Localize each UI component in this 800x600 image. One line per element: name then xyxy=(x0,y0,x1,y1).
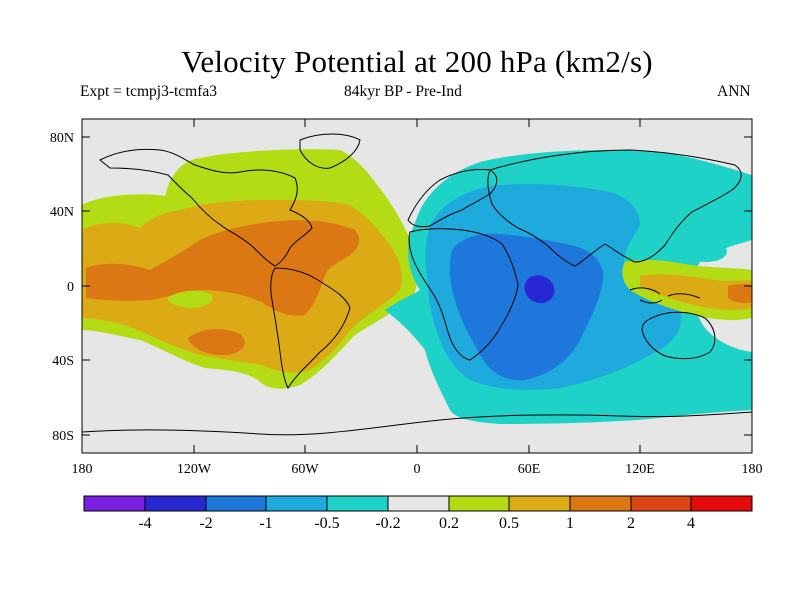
colorbar: -4 -2 -1 -0.5 -0.2 0.2 0.5 1 2 4 xyxy=(83,495,753,532)
lat-label-40s: 40S xyxy=(52,354,74,369)
coast-south-america xyxy=(270,267,351,390)
colorbar-label-8: 2 xyxy=(627,515,635,532)
colorbar-swatch-10 xyxy=(690,495,753,512)
colorbar-swatch-2 xyxy=(205,495,267,512)
lat-label-40n: 40N xyxy=(50,205,74,220)
colorbar-label-0: -4 xyxy=(138,515,151,532)
colorbar-swatch-0 xyxy=(83,495,146,512)
colorbar-swatch-1 xyxy=(144,495,207,512)
lon-label-120w: 120W xyxy=(177,462,212,477)
colorbar-swatch-7 xyxy=(508,495,571,512)
colorbar-label-5: 0.2 xyxy=(439,515,459,532)
lon-label-120e: 120E xyxy=(625,462,655,477)
lon-label-180w: 180 xyxy=(72,462,93,477)
colorbar-label-9: 4 xyxy=(687,515,695,532)
colorbar-label-2: -1 xyxy=(259,515,272,532)
coast-indonesia xyxy=(629,287,701,304)
colorbar-label-3: -0.5 xyxy=(314,515,339,532)
contour-pos-0p2-hole xyxy=(168,290,213,308)
colorbar-swatch-6 xyxy=(448,495,510,512)
contour-neg-0p2-pacific xyxy=(690,244,727,262)
colorbar-label-4: -0.2 xyxy=(375,515,400,532)
colorbar-swatch-4 xyxy=(326,495,389,512)
contour-neg-4 xyxy=(524,275,555,304)
lat-label-0: 0 xyxy=(67,280,74,295)
colorbar-swatch-3 xyxy=(265,495,328,512)
plot-title: Velocity Potential at 200 hPa (km2/s) xyxy=(181,44,653,79)
coast-europe xyxy=(407,169,498,228)
contour-field xyxy=(82,119,752,453)
coast-australia xyxy=(641,311,716,360)
colorbar-swatch-9 xyxy=(630,495,692,512)
lat-label-80s: 80S xyxy=(52,429,74,444)
colorbar-label-1: -2 xyxy=(199,515,212,532)
contour-pos-1 xyxy=(86,220,360,316)
colorbar-label-6: 0.5 xyxy=(499,515,519,532)
lat-label-80n: 80N xyxy=(50,131,74,146)
lon-label-0: 0 xyxy=(414,462,421,477)
coast-antarctica xyxy=(82,411,752,436)
lat-axis: 80N 40N 0 40S 80S xyxy=(50,131,752,444)
contour-pos-1-wpac xyxy=(728,284,752,303)
lon-label-180e: 180 xyxy=(742,462,763,477)
experiment-label: Expt = tcmpj3-tcmfa3 xyxy=(80,83,218,100)
period-label: 84kyr BP - Pre-Ind xyxy=(344,83,462,100)
lon-label-60w: 60W xyxy=(291,462,319,477)
coast-north-america xyxy=(99,148,313,267)
coast-africa xyxy=(408,228,519,361)
lon-label-60e: 60E xyxy=(518,462,541,477)
colorbar-swatch-8 xyxy=(569,495,632,512)
lon-axis: 180 120W 60W 0 60E 120E 180 xyxy=(72,119,763,477)
coastlines xyxy=(82,133,752,436)
contour-pos-0p5-wpac xyxy=(640,274,752,311)
coast-asia xyxy=(487,149,742,267)
colorbar-label-7: 1 xyxy=(566,515,574,532)
contour-pos-1-south xyxy=(188,329,245,356)
colorbar-swatch-5 xyxy=(387,495,450,512)
coast-greenland xyxy=(299,133,361,169)
season-label: ANN xyxy=(717,83,751,100)
